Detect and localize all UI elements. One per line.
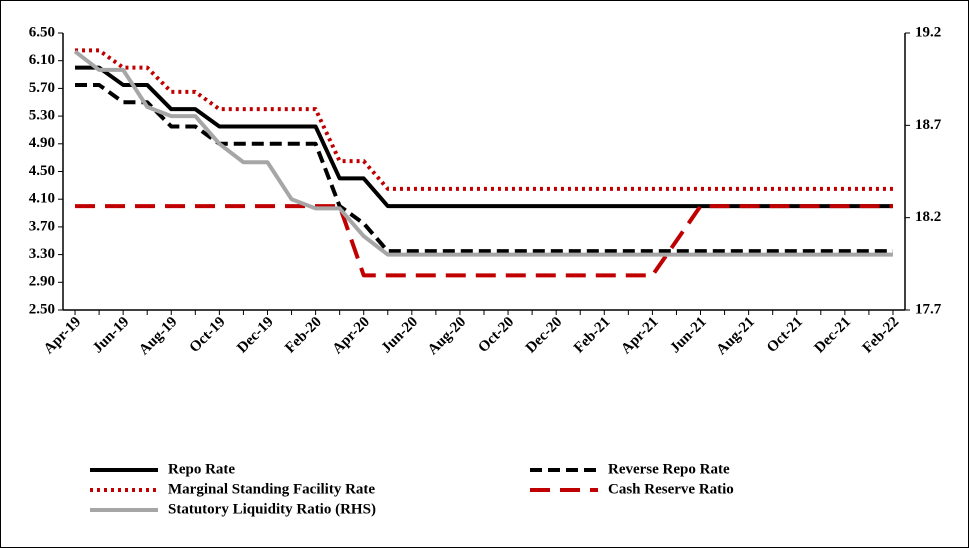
legend-label: Cash Reserve Ratio <box>608 481 734 497</box>
line-series <box>75 48 893 191</box>
y-tick-label: 6.10 <box>29 52 55 68</box>
legend-label: Marginal Standing Facility Rate <box>168 481 375 497</box>
y2-tick-label: 17.7 <box>915 301 942 317</box>
y-tick-label: 4.10 <box>29 191 55 207</box>
legend-label: Statutory Liquidity Ratio (RHS) <box>168 501 376 517</box>
y2-tick-label: 19.2 <box>915 24 941 40</box>
legend-label: Reverse Repo Rate <box>608 461 730 477</box>
y-tick-label: 4.50 <box>29 163 55 179</box>
y-tick-label: 2.50 <box>29 301 55 317</box>
y-tick-label: 2.90 <box>29 274 55 290</box>
y-tick-label: 6.50 <box>29 24 55 40</box>
y-tick-label: 4.90 <box>29 135 55 151</box>
y-tick-label: 3.30 <box>29 246 55 262</box>
line-series <box>75 82 893 254</box>
y-tick-label: 5.70 <box>29 80 55 96</box>
line-series <box>73 49 893 257</box>
y-tick-label: 3.70 <box>29 218 55 234</box>
y2-tick-label: 18.2 <box>915 209 941 225</box>
y2-tick-label: 18.7 <box>915 117 942 133</box>
y-tick-label: 5.30 <box>29 108 55 124</box>
line-series <box>75 204 893 278</box>
legend-label: Repo Rate <box>168 461 235 477</box>
